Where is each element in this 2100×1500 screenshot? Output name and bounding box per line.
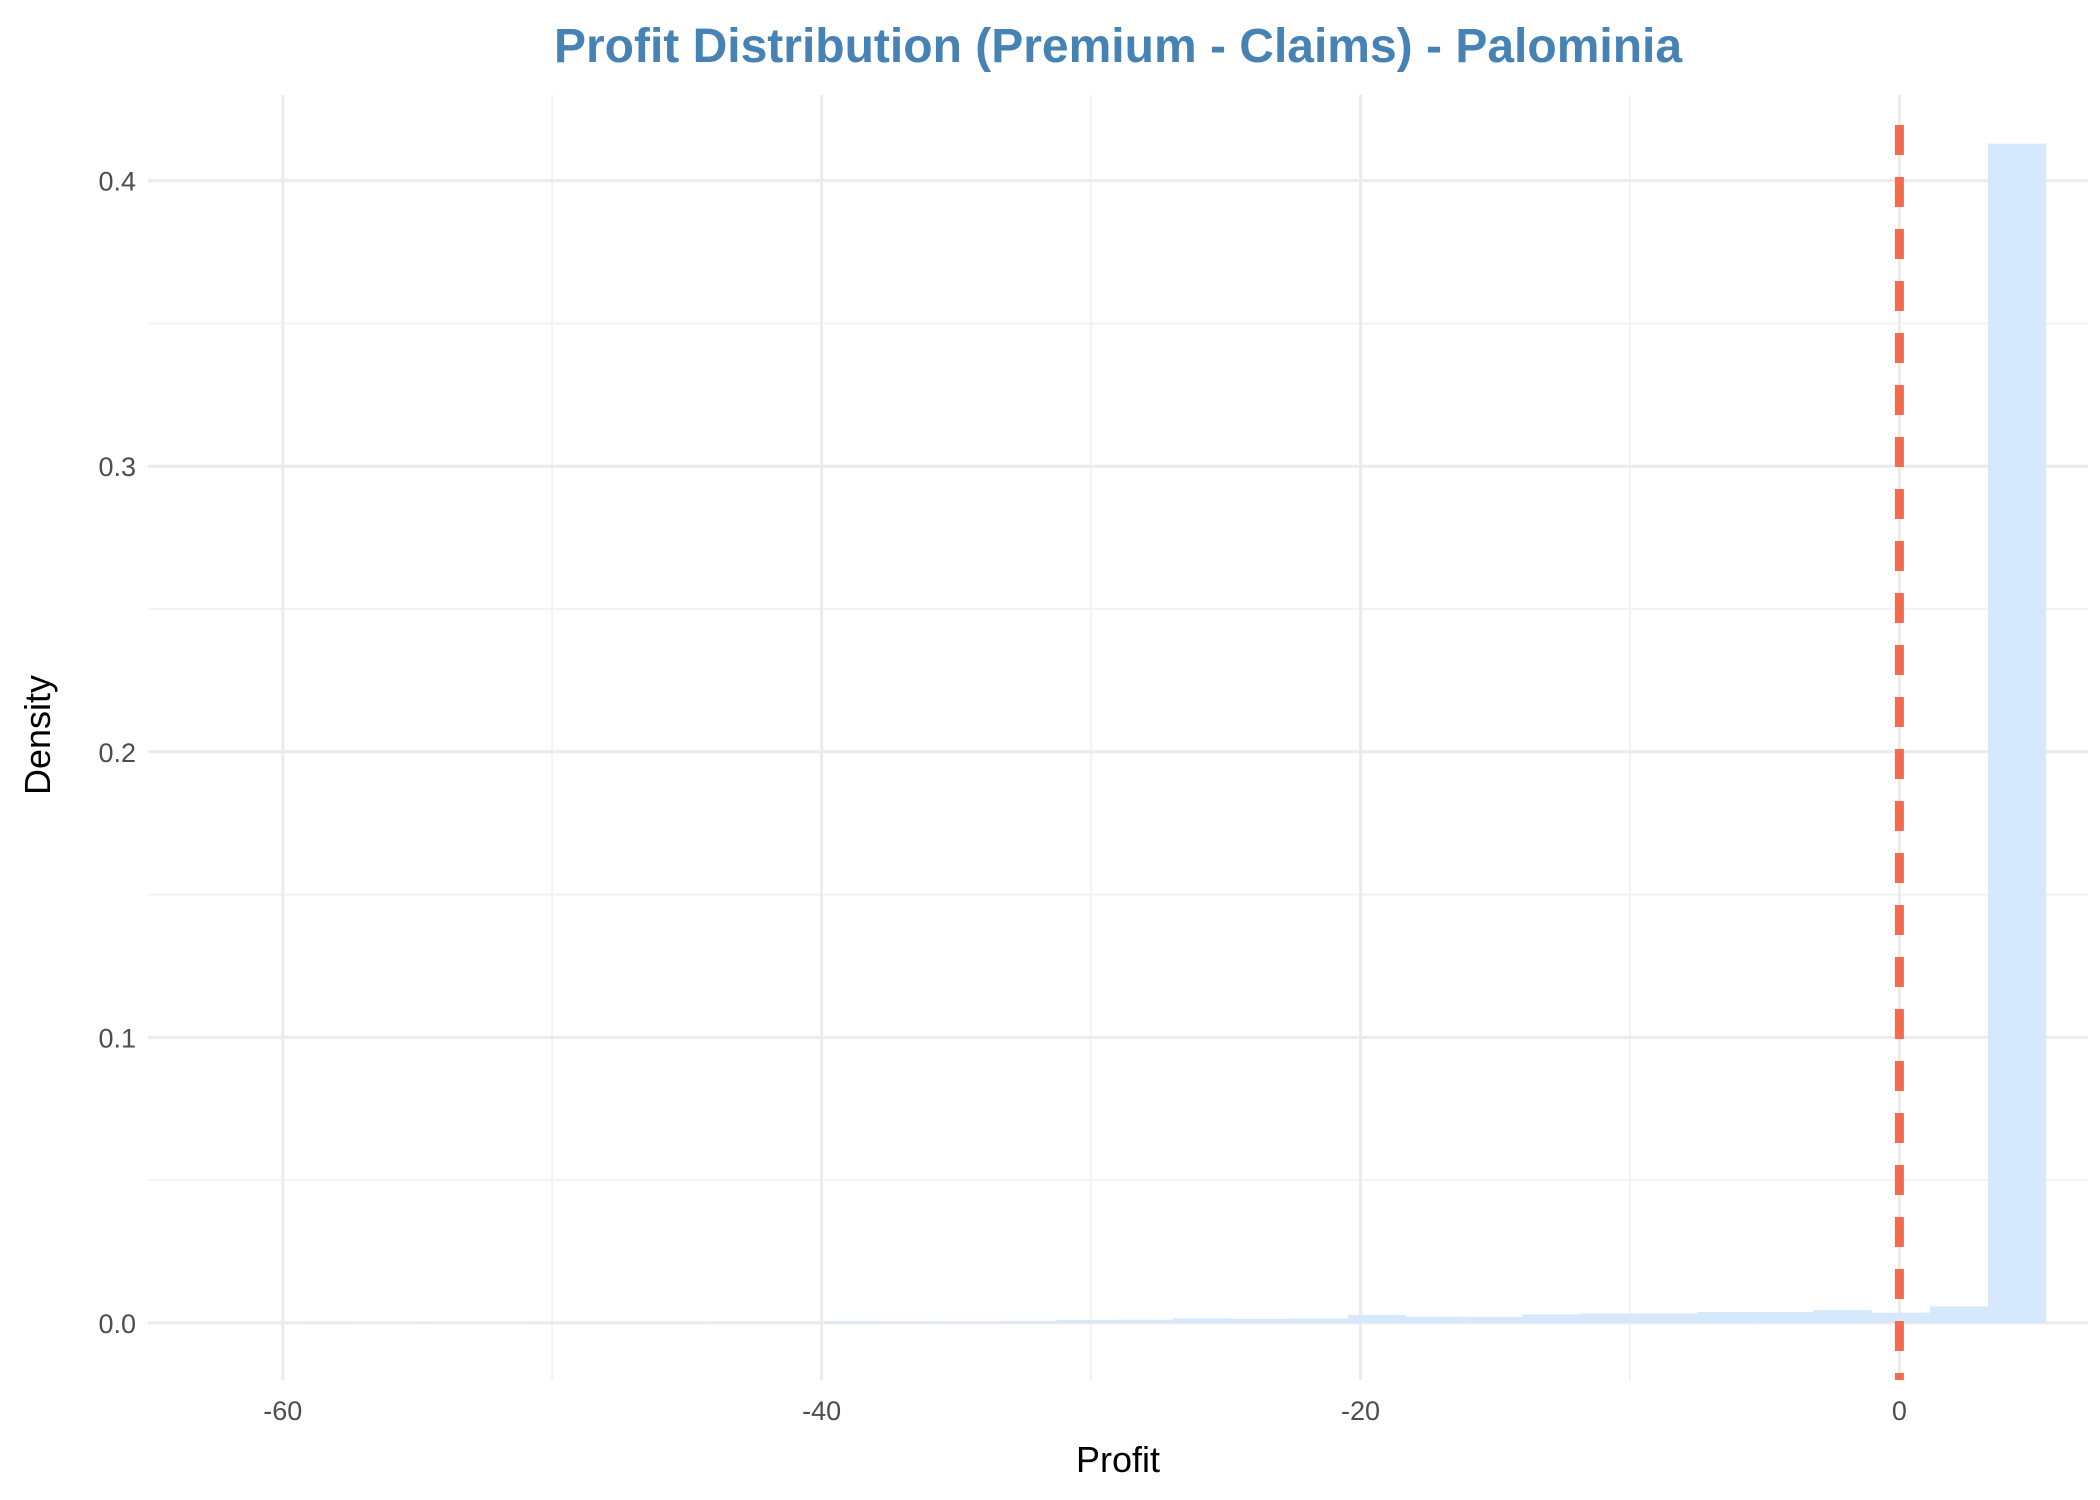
y-tick-label: 0.4 [98, 167, 136, 197]
histogram-bar [940, 1321, 999, 1323]
histogram-bars [300, 143, 2047, 1324]
histogram-bar [1173, 1318, 1232, 1323]
y-tick-labels: 0.0 0.1 0.2 0.3 0.4 [98, 167, 136, 1339]
x-tick-labels: -60 -40 -20 0 [263, 1396, 1907, 1426]
y-tick-label: 0.1 [98, 1023, 136, 1053]
histogram-bar [1580, 1313, 1639, 1323]
histogram-bar [1289, 1318, 1348, 1323]
histogram-bar [358, 1322, 417, 1324]
x-tick-label: -40 [802, 1396, 841, 1426]
histogram-bar [533, 1322, 592, 1324]
histogram-bar [1347, 1314, 1407, 1323]
histogram-bar [474, 1322, 534, 1324]
x-axis-label: Profit [1076, 1439, 1160, 1480]
histogram-bar [1056, 1320, 1116, 1323]
histogram-bar [1929, 1306, 1989, 1323]
x-tick-label: 0 [1892, 1396, 1907, 1426]
histogram-bar [1406, 1316, 1465, 1323]
histogram-bar [416, 1322, 475, 1324]
histogram-bar [1755, 1312, 1814, 1323]
histogram-bar [1638, 1313, 1698, 1323]
y-axis-label: Density [17, 675, 58, 795]
x-tick-label: -20 [1341, 1396, 1380, 1426]
grid-major [148, 95, 2088, 1380]
histogram-bar [1813, 1310, 1872, 1323]
histogram-bar [591, 1322, 650, 1324]
x-tick-label: -60 [263, 1396, 302, 1426]
histogram-bar [1231, 1318, 1290, 1323]
histogram-bar [707, 1322, 766, 1323]
y-tick-label: 0.0 [98, 1309, 136, 1339]
histogram-bar [300, 1322, 359, 1324]
histogram-bar [1115, 1319, 1174, 1323]
histogram-bar [1988, 143, 2047, 1323]
histogram-bar [998, 1320, 1057, 1323]
histogram-bar [1522, 1314, 1581, 1323]
histogram-bar [824, 1321, 883, 1323]
histogram-bar [765, 1322, 825, 1323]
y-tick-label: 0.3 [98, 452, 136, 482]
y-tick-label: 0.2 [98, 738, 136, 768]
histogram-bar [1464, 1317, 1523, 1323]
chart-title: Profit Distribution (Premium - Claims) -… [554, 20, 1682, 73]
histogram-bar [882, 1321, 941, 1323]
grid-minor [148, 95, 2088, 1380]
histogram-bar [1871, 1312, 1930, 1323]
histogram-bar [1697, 1312, 1756, 1323]
histogram-bar [649, 1322, 708, 1324]
